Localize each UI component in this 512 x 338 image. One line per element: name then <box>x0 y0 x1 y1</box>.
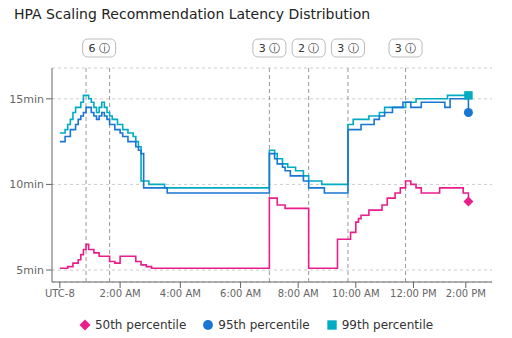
svg-text:10:00 AM: 10:00 AM <box>332 288 379 299</box>
svg-text:6:00 AM: 6:00 AM <box>220 288 261 299</box>
html-text:95th percentile: 95th percentile <box>218 318 310 332</box>
svg-text:3 ⓘ: 3 ⓘ <box>395 42 417 55</box>
svg-text:2:00 PM: 2:00 PM <box>446 288 486 299</box>
html-text:99th percentile: 99th percentile <box>341 318 434 332</box>
svg-text:12:00 PM: 12:00 PM <box>390 288 437 299</box>
svg-text:UTC-8: UTC-8 <box>45 288 75 299</box>
svg-text:10min: 10min <box>9 178 44 191</box>
svg-text:8:00 AM: 8:00 AM <box>278 288 319 299</box>
svg-text:3 ⓘ: 3 ⓘ <box>259 42 281 55</box>
svg-text:2:00 AM: 2:00 AM <box>100 288 141 299</box>
svg-text:6 ⓘ: 6 ⓘ <box>88 42 110 55</box>
svg-text:2 ⓘ: 2 ⓘ <box>298 42 320 55</box>
html-text:HPA Scaling Recommendation Lat: HPA Scaling Recommendation Latency Distr… <box>14 6 371 22</box>
svg-text:5min: 5min <box>16 264 44 277</box>
svg-text:15min: 15min <box>9 93 44 106</box>
svg-text:3 ⓘ: 3 ⓘ <box>337 42 359 55</box>
html-text:50th percentile: 50th percentile <box>94 318 187 332</box>
svg-text:4:00 AM: 4:00 AM <box>160 288 201 299</box>
